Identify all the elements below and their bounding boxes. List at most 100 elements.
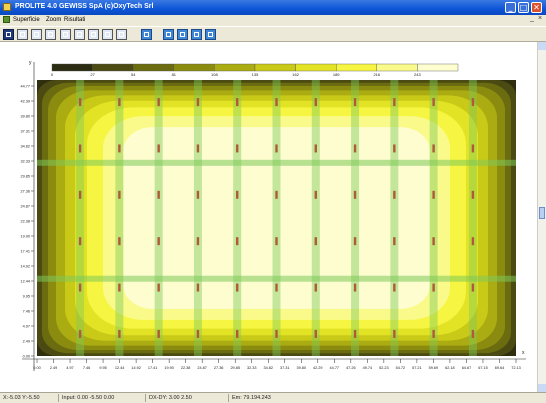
y-tick-label: 7.46 bbox=[23, 310, 30, 314]
document-icon[interactable] bbox=[3, 16, 10, 23]
legend-label: 162 bbox=[292, 72, 299, 77]
luminaire bbox=[432, 98, 435, 107]
view-iso-icon-glyph bbox=[194, 32, 199, 37]
luminaire-icon[interactable] bbox=[60, 29, 71, 40]
luminaire bbox=[432, 144, 435, 153]
surface-icon-glyph bbox=[34, 32, 39, 37]
luminaire bbox=[196, 98, 200, 107]
luminaire bbox=[432, 329, 435, 338]
y-tick-label: 0.00 bbox=[23, 355, 30, 359]
luminaire bbox=[78, 190, 82, 199]
luminaire bbox=[432, 283, 435, 292]
color-legend: 0 27 54 81 108 135 162 189 216 243 bbox=[51, 63, 459, 77]
legend-swatch bbox=[132, 63, 174, 72]
legend-label: 243 bbox=[414, 72, 421, 77]
maximize-button[interactable]: □ bbox=[518, 2, 529, 13]
grid-icon[interactable] bbox=[45, 29, 56, 40]
vertical-scrollbar[interactable] bbox=[537, 42, 546, 392]
y-tick-label: 29.85 bbox=[20, 175, 30, 179]
y-tick-label: 34.82 bbox=[20, 145, 30, 149]
scroll-up-arrow[interactable] bbox=[538, 42, 546, 50]
luminaire bbox=[275, 329, 278, 338]
drawing-canvas[interactable]: 0 27 54 81 108 135 162 189 216 243 y x 44.77 42.39 39… bbox=[0, 42, 537, 392]
chart-icon[interactable] bbox=[74, 29, 85, 40]
luminaire bbox=[78, 98, 82, 107]
x-tick-label: 39.80 bbox=[297, 366, 307, 370]
pencil-icon-glyph bbox=[20, 32, 25, 37]
view-top-icon-glyph bbox=[144, 32, 149, 37]
menu-zoom[interactable]: Zoom bbox=[46, 17, 62, 23]
new-icon[interactable] bbox=[3, 29, 14, 40]
x-tick-label: 69.64 bbox=[495, 366, 505, 370]
view-top-icon[interactable] bbox=[141, 29, 152, 40]
luminaire bbox=[118, 237, 121, 246]
view-side-icon-glyph bbox=[166, 32, 171, 37]
luminaire bbox=[393, 190, 396, 199]
mdi-close-button[interactable]: × bbox=[538, 15, 543, 22]
x-tick-label: 47.26 bbox=[346, 366, 356, 370]
new-icon-glyph bbox=[6, 32, 11, 37]
menu-bar: Superficie Zoom Risultati bbox=[0, 15, 546, 25]
menu-superficie[interactable]: Superficie bbox=[13, 17, 40, 23]
mdi-minimize-button[interactable]: _ bbox=[530, 15, 534, 22]
legend-label: 81 bbox=[172, 72, 177, 77]
x-tick-label: 9.95 bbox=[99, 366, 106, 370]
pencil-icon[interactable] bbox=[17, 29, 28, 40]
strip-vertical bbox=[115, 80, 124, 356]
legend-swatch bbox=[214, 63, 256, 72]
luminaire bbox=[118, 98, 121, 107]
illuminance-plot[interactable]: 0 27 54 81 108 135 162 189 216 243 y x 44.77 42.39 39… bbox=[0, 42, 537, 392]
luminaire bbox=[432, 237, 435, 246]
results-icon[interactable] bbox=[88, 29, 99, 40]
luminaire bbox=[393, 329, 396, 338]
luminaire bbox=[236, 190, 239, 199]
luminaire bbox=[275, 98, 278, 107]
strip-vertical bbox=[193, 80, 202, 356]
luminaire bbox=[196, 144, 200, 153]
close-button[interactable]: ✕ bbox=[531, 2, 542, 13]
luminaire bbox=[393, 144, 396, 153]
luminaire bbox=[471, 329, 475, 338]
scroll-thumb[interactable] bbox=[539, 207, 545, 219]
strip-vertical bbox=[390, 80, 399, 356]
menu-risultati[interactable]: Risultati bbox=[64, 17, 86, 23]
strip-vertical bbox=[233, 80, 242, 356]
plot-axes: y x 44.77 42.39 39.80 37.31 34.82 32.33 29.85 27.… bbox=[20, 60, 526, 371]
grid-icon-glyph bbox=[48, 32, 53, 37]
x-tick-label: 62.18 bbox=[445, 366, 455, 370]
legend-label: 0 bbox=[51, 72, 54, 77]
y-tick-label: 19.90 bbox=[20, 235, 30, 239]
surface-icon[interactable] bbox=[31, 29, 42, 40]
x-tick-label: 72.13 bbox=[511, 366, 521, 370]
luminaire bbox=[78, 283, 82, 292]
x-tick-label: 24.87 bbox=[197, 366, 207, 370]
luminaire bbox=[157, 283, 160, 292]
view-iso-icon[interactable] bbox=[191, 29, 202, 40]
minimize-button[interactable]: _ bbox=[505, 2, 516, 13]
scroll-down-arrow[interactable] bbox=[538, 384, 546, 392]
render-icon[interactable] bbox=[205, 29, 216, 40]
x-tick-label: 27.36 bbox=[214, 366, 224, 370]
x-tick-label: 44.77 bbox=[330, 366, 340, 370]
view-side-icon[interactable] bbox=[163, 29, 174, 40]
table-icon-glyph bbox=[105, 32, 110, 37]
report-icon[interactable] bbox=[116, 29, 127, 40]
window-title: PROLITE 4.0 GEWISS SpA (c)OxyTech Srl bbox=[15, 3, 154, 10]
y-tick-label: 24.87 bbox=[20, 205, 30, 209]
luminaire bbox=[118, 329, 121, 338]
y-tick-label: 27.36 bbox=[20, 190, 30, 194]
strip-vertical bbox=[429, 80, 438, 356]
y-tick-label: 9.95 bbox=[23, 295, 30, 299]
report-icon-glyph bbox=[119, 32, 124, 37]
luminaire bbox=[275, 283, 278, 292]
legend-swatch bbox=[376, 63, 418, 72]
luminaire bbox=[353, 283, 357, 292]
legend-swatch bbox=[51, 63, 93, 72]
luminaire bbox=[275, 144, 278, 153]
table-icon[interactable] bbox=[102, 29, 113, 40]
luminaire bbox=[157, 190, 160, 199]
x-tick-label: 17.41 bbox=[148, 366, 158, 370]
luminaire bbox=[471, 237, 475, 246]
luminaire bbox=[432, 190, 435, 199]
view-3d-icon[interactable] bbox=[177, 29, 188, 40]
